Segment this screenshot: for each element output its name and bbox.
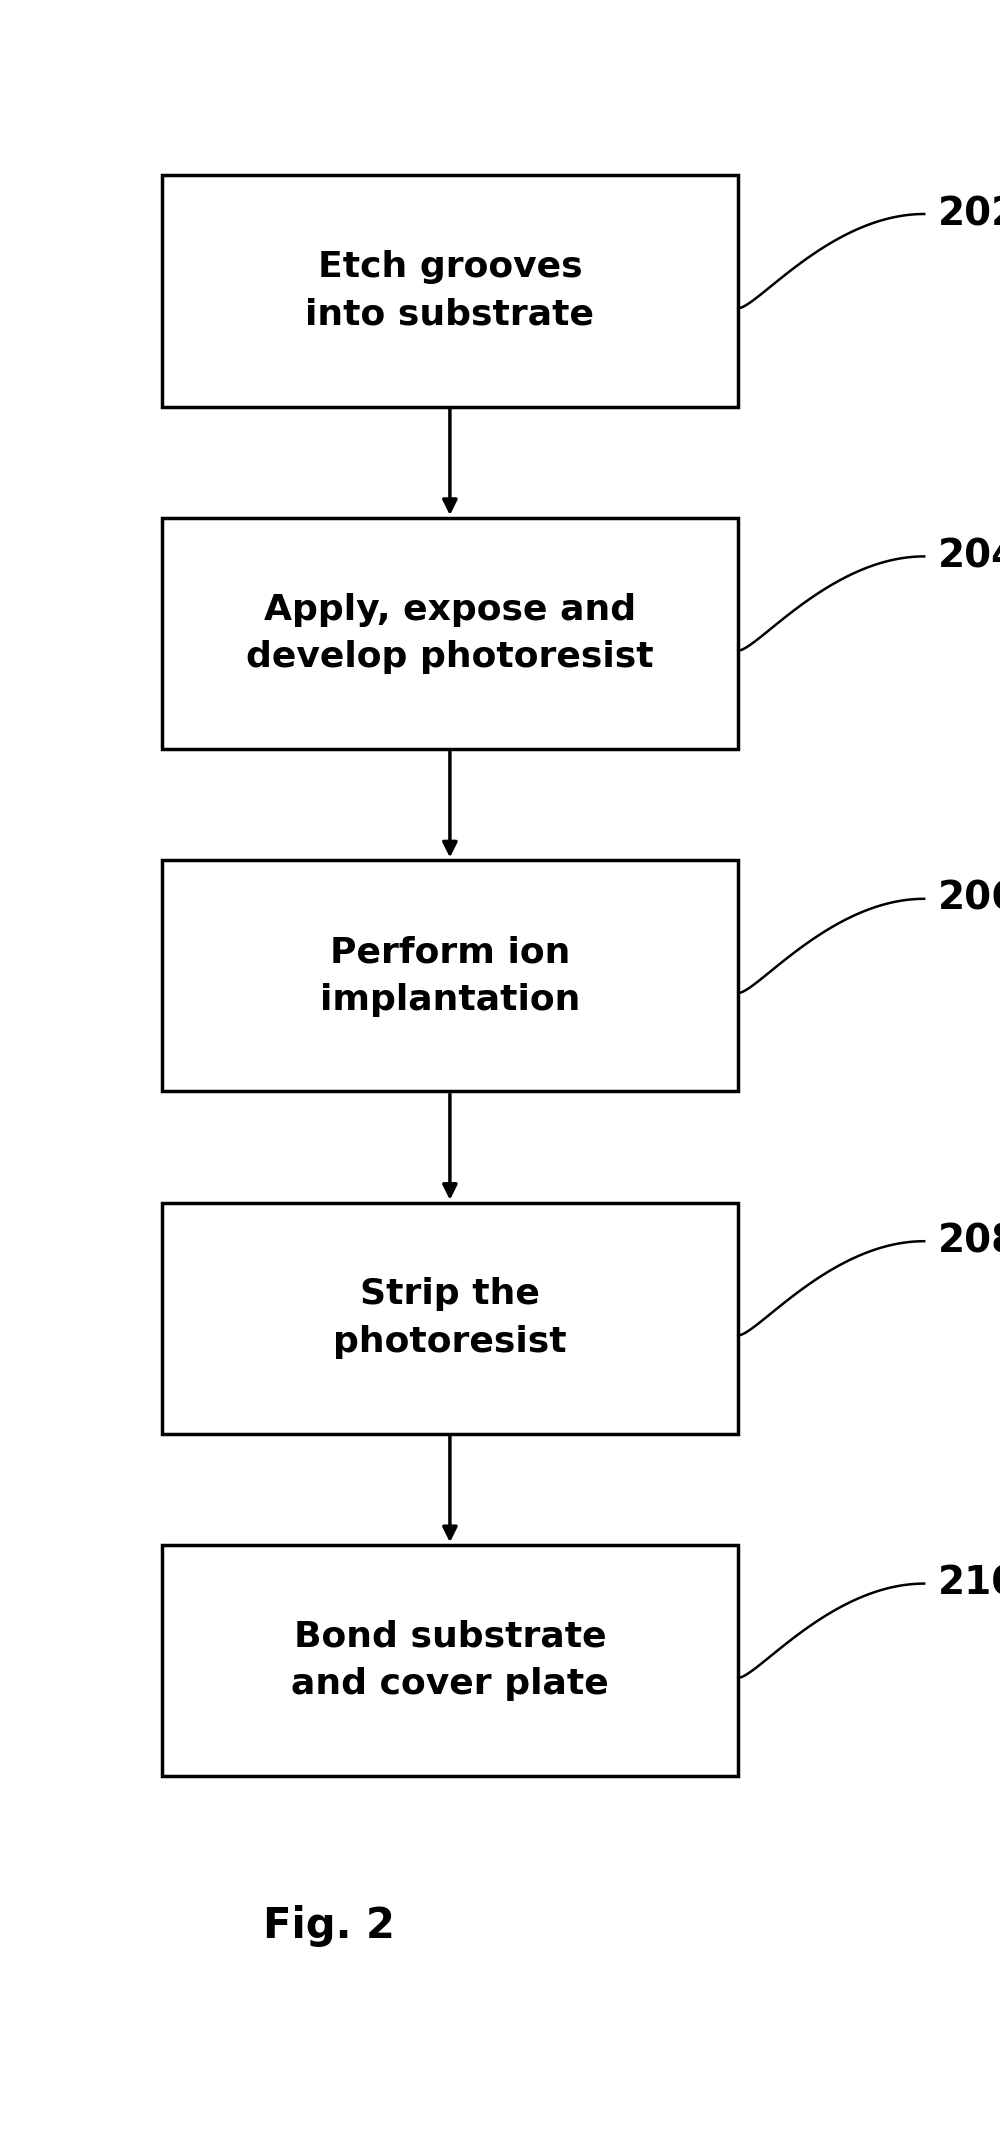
FancyBboxPatch shape bbox=[162, 1545, 738, 1776]
Text: 210: 210 bbox=[938, 1564, 1000, 1603]
FancyBboxPatch shape bbox=[162, 518, 738, 749]
Text: 206: 206 bbox=[938, 880, 1000, 918]
Text: Strip the
photoresist: Strip the photoresist bbox=[333, 1278, 567, 1359]
Text: Etch grooves
into substrate: Etch grooves into substrate bbox=[305, 250, 594, 332]
Text: 208: 208 bbox=[938, 1222, 1000, 1260]
Text: Apply, expose and
develop photoresist: Apply, expose and develop photoresist bbox=[246, 593, 654, 674]
FancyBboxPatch shape bbox=[162, 175, 738, 407]
FancyBboxPatch shape bbox=[162, 860, 738, 1091]
Text: 204: 204 bbox=[938, 537, 1000, 576]
FancyBboxPatch shape bbox=[162, 1203, 738, 1434]
Text: Bond substrate
and cover plate: Bond substrate and cover plate bbox=[291, 1620, 609, 1701]
Text: Fig. 2: Fig. 2 bbox=[263, 1905, 395, 1947]
Text: Perform ion
implantation: Perform ion implantation bbox=[320, 935, 580, 1016]
Text: 202: 202 bbox=[938, 195, 1000, 233]
